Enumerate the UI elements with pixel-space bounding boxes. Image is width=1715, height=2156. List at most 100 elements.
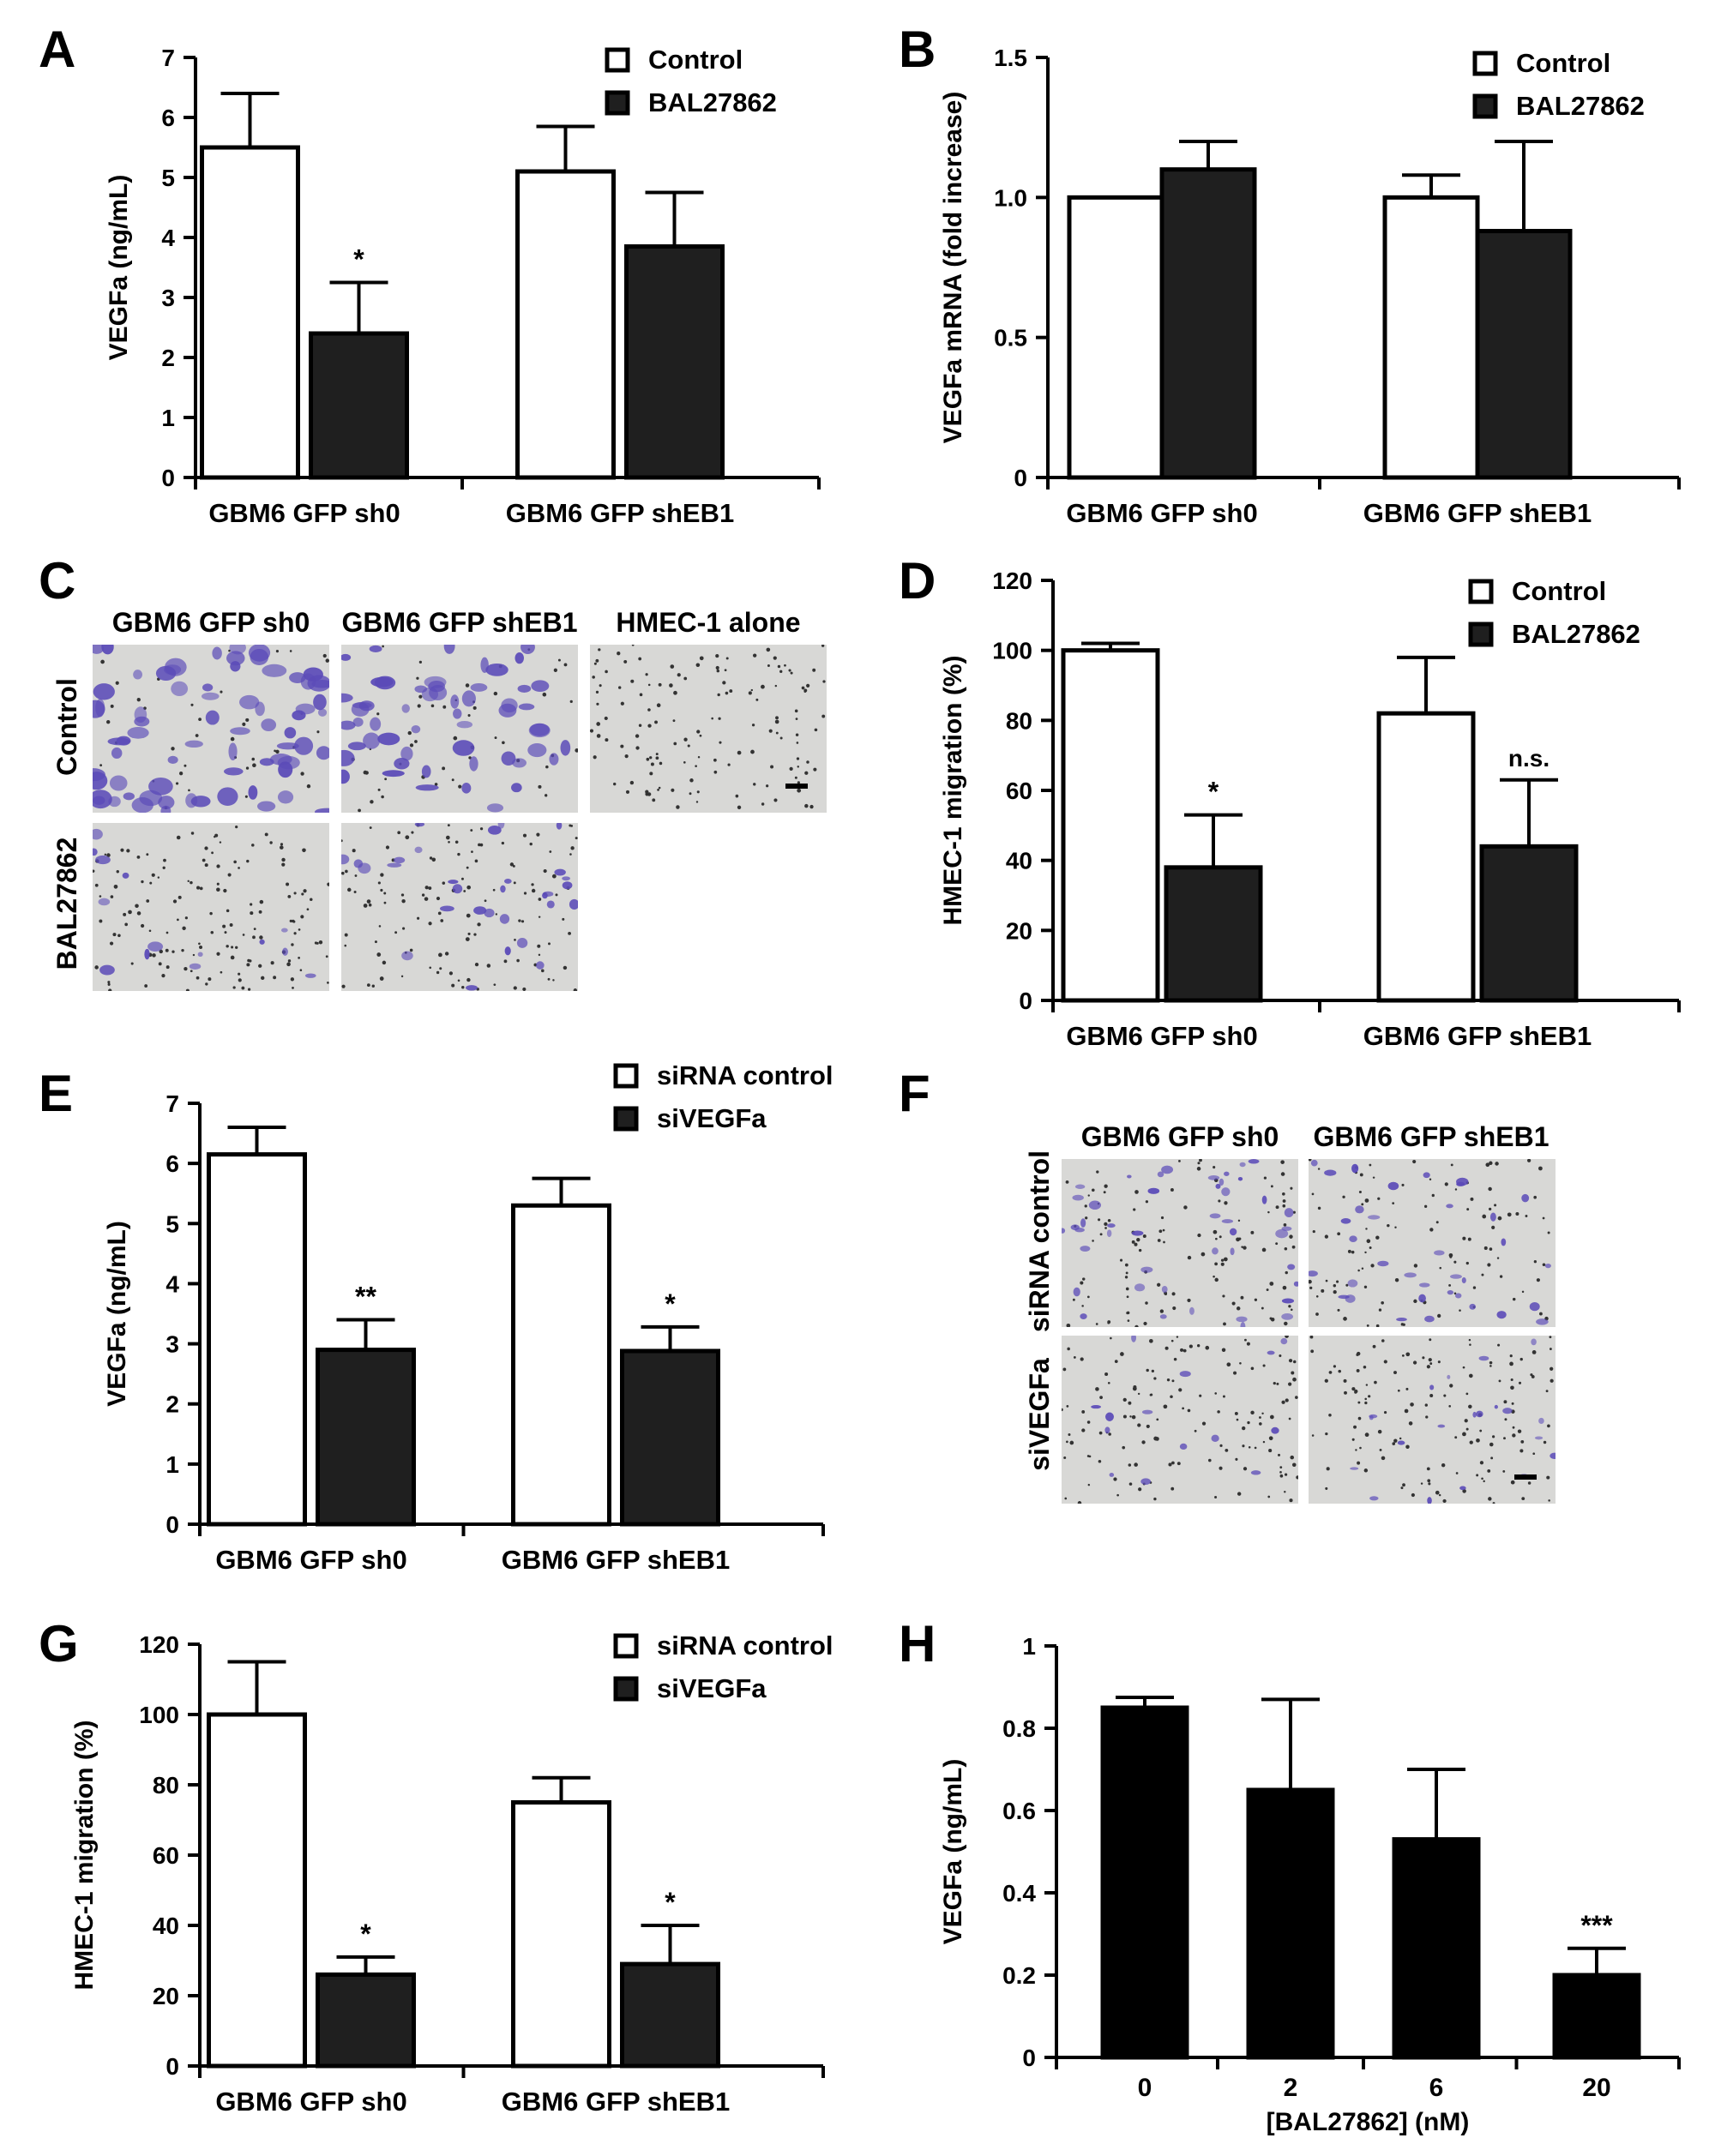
- y-axis-label: VEGFa mRNA (fold increase): [939, 92, 967, 444]
- pore-dot: [1069, 1440, 1074, 1445]
- pore-dot: [205, 982, 208, 986]
- pore-dot: [379, 976, 384, 981]
- pore-dot: [683, 676, 688, 681]
- pore-dot: [463, 890, 466, 892]
- pore-dot: [1170, 1339, 1174, 1342]
- pore-dot: [1145, 1301, 1148, 1305]
- pore-dot: [1311, 1434, 1315, 1437]
- significance-mark: ***: [1580, 1910, 1613, 1941]
- pore-dot: [1284, 1321, 1288, 1326]
- pore-dot: [1449, 1384, 1453, 1388]
- pore-dot: [1098, 1431, 1103, 1435]
- pore-dot: [569, 853, 572, 856]
- pore-dot: [135, 904, 139, 909]
- stained-cell: [369, 645, 382, 652]
- x-tick-label: 20: [1582, 2074, 1610, 2102]
- stained-cell: [517, 684, 532, 693]
- pore-dot: [1267, 1210, 1270, 1214]
- pore-dot: [157, 876, 160, 879]
- pore-dot: [673, 690, 677, 695]
- y-tick-label: 60: [1006, 778, 1032, 804]
- pore-dot: [1364, 1251, 1367, 1254]
- x-tick-label: GBM6 GFP shEB1: [506, 498, 734, 528]
- pore-dot: [220, 690, 223, 694]
- pore-dot: [1531, 1350, 1537, 1354]
- pore-dot: [725, 691, 729, 695]
- pore-dot: [1437, 1313, 1441, 1318]
- pore-dot: [557, 658, 561, 662]
- pore-dot: [645, 673, 648, 676]
- pore-dot: [1099, 1233, 1103, 1236]
- x-tick-label: GBM6 GFP sh0: [208, 498, 400, 528]
- pore-dot: [136, 911, 141, 916]
- bar: [1392, 1837, 1481, 2060]
- y-tick-label: 0: [1019, 988, 1032, 1014]
- pore-dot: [1156, 1418, 1159, 1421]
- stained-cell: [466, 985, 478, 991]
- stained-cell: [486, 803, 504, 813]
- stained-cell: [1461, 1276, 1466, 1284]
- pore-dot: [341, 871, 345, 875]
- panel-label-a: A: [39, 21, 76, 78]
- stained-cell: [1267, 1350, 1275, 1355]
- pore-dot: [538, 784, 542, 789]
- stained-cell: [562, 876, 570, 881]
- stained-cell: [133, 670, 142, 680]
- pore-dot: [454, 840, 459, 844]
- pore-dot: [258, 910, 262, 914]
- pore-dot: [1268, 1436, 1273, 1441]
- pore-dot: [1532, 1452, 1536, 1456]
- pore-dot: [1545, 1390, 1549, 1393]
- pore-dot: [1429, 1362, 1433, 1366]
- pore-dot: [1213, 1229, 1218, 1234]
- pore-dot: [1455, 1472, 1459, 1474]
- pore-dot: [232, 986, 236, 989]
- pore-dot: [620, 744, 624, 748]
- pore-dot: [1357, 1416, 1362, 1420]
- pore-dot: [269, 841, 273, 844]
- pore-dot: [190, 832, 195, 835]
- pore-dot: [1180, 1348, 1184, 1352]
- pore-dot: [796, 757, 800, 760]
- pore-dot: [1507, 1212, 1512, 1217]
- stained-cell: [1293, 1281, 1298, 1287]
- stained-cell: [421, 765, 431, 778]
- pore-dot: [1453, 1260, 1457, 1264]
- pore-dot: [1143, 1321, 1147, 1326]
- pore-dot: [1470, 1197, 1474, 1201]
- pore-dot: [1279, 1466, 1283, 1469]
- pore-dot: [813, 767, 817, 772]
- legend-label: BAL27862: [1512, 619, 1640, 649]
- pore-dot: [442, 705, 447, 709]
- pore-dot: [1288, 1359, 1293, 1363]
- stained-cell: [1127, 1174, 1132, 1179]
- pore-dot: [1215, 1237, 1218, 1240]
- pore-dot: [538, 898, 542, 901]
- pore-dot: [1337, 1308, 1340, 1312]
- pore-dot: [293, 932, 297, 935]
- pore-dot: [1326, 1467, 1330, 1471]
- stained-cell: [158, 796, 175, 809]
- pore-dot: [1157, 1282, 1161, 1287]
- pore-dot: [1122, 1414, 1127, 1419]
- pore-dot: [428, 922, 432, 926]
- pore-dot: [1151, 1369, 1155, 1372]
- pore-dot: [1547, 1424, 1550, 1428]
- micrograph-background: [1062, 1159, 1298, 1327]
- stained-cell: [393, 856, 406, 864]
- pore-dot: [184, 966, 188, 971]
- pore-dot: [274, 749, 276, 753]
- stained-cell: [1369, 1496, 1379, 1501]
- pore-dot: [400, 975, 404, 978]
- stained-cell: [314, 808, 329, 813]
- pore-dot: [341, 984, 346, 988]
- legend-swatch: [1472, 93, 1498, 119]
- stained-cell: [1106, 1229, 1112, 1238]
- pore-dot: [1282, 1192, 1285, 1196]
- bar: [316, 1972, 416, 2069]
- pore-dot: [172, 950, 175, 953]
- pore-dot: [1196, 1167, 1201, 1171]
- pore-dot: [431, 857, 436, 862]
- pore-dot: [280, 843, 284, 846]
- stained-cell: [1072, 1194, 1084, 1201]
